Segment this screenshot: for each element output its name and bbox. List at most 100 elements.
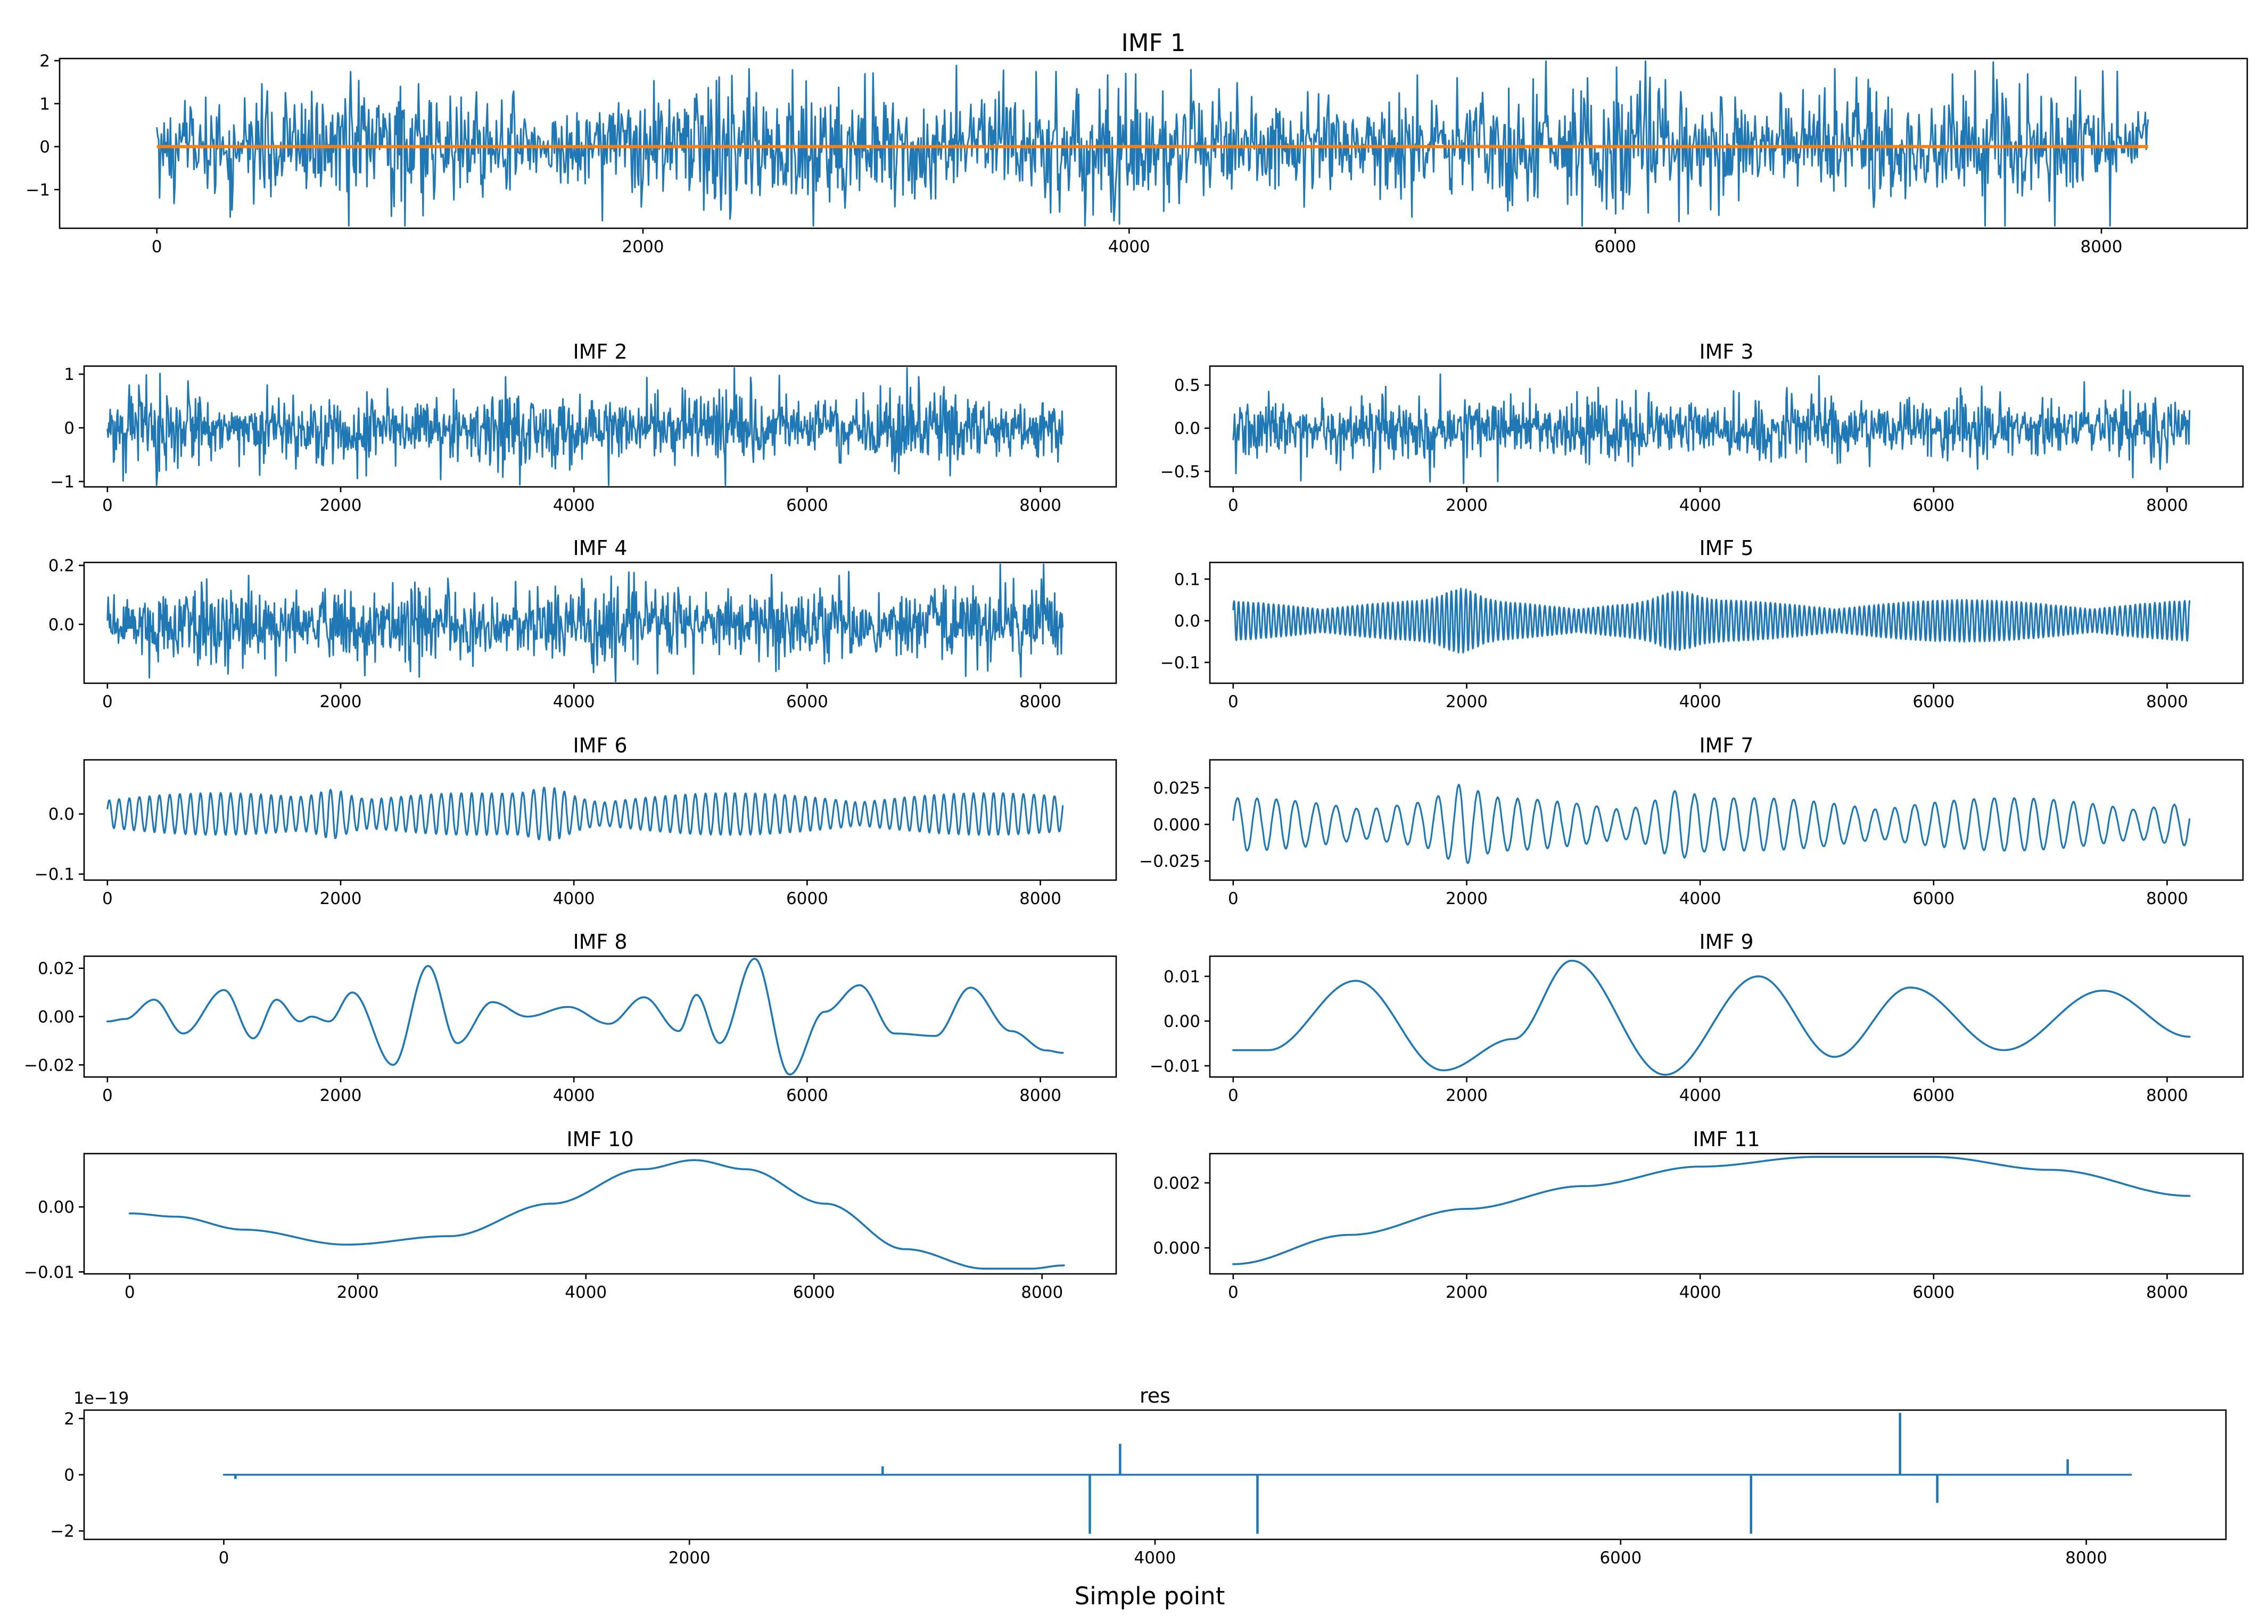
- imf7-xtick-label: 6000: [1912, 889, 1954, 908]
- imf7-xtick-label: 4000: [1679, 889, 1721, 908]
- imf3-ytick-label: −0.5: [1160, 462, 1200, 482]
- imf2-ytick-label: −1: [50, 473, 75, 492]
- panel-imf8: IMF 8 0 2000 4000 6000 8000 −0.02 0.00 0.02: [24, 930, 1117, 1105]
- imf7-ytick-label: 0.025: [1153, 778, 1200, 798]
- imf2-xtick-label: 6000: [786, 496, 828, 515]
- imf7-line: [1232, 784, 2191, 864]
- imf6-xtick-label: 8000: [1019, 889, 1061, 908]
- panel-imf6: IMF 6 0 2000 4000 6000 8000 −0.1 0.0: [35, 734, 1117, 908]
- panel-res: res 0 2000 4000 6000 8000 −2 0 2 1e−19: [50, 1384, 2227, 1568]
- imf10-xtick-label: 2000: [337, 1283, 379, 1302]
- imf3-ytick-label: 0.0: [1174, 419, 1200, 438]
- imf5-ytick-label: 0.0: [1174, 612, 1200, 631]
- imf11-series: [1232, 1156, 2191, 1265]
- res-series: [222, 1413, 2132, 1534]
- imf4-axes-frame: [83, 561, 1117, 684]
- imf2-xtick-label: 8000: [1019, 496, 1061, 515]
- imf9-ytick-label: 0.01: [1164, 967, 1200, 987]
- imf11-xtick-label: 8000: [2146, 1283, 2188, 1302]
- imf3-ytick-label: 0.5: [1174, 376, 1200, 395]
- imf1-axes-frame: [59, 57, 2248, 229]
- imf8-xtick-label: 2000: [320, 1086, 362, 1105]
- panel-imf3: IMF 3 0 2000 4000 6000 8000 −0.5 0.0 0.5: [1160, 340, 2244, 515]
- imf1-title: IMF 1: [1121, 29, 1186, 57]
- imf7-xtick-label: 0: [1228, 889, 1239, 908]
- imf8-title: IMF 8: [573, 930, 627, 954]
- imf4-ytick-label: 0.2: [48, 557, 75, 576]
- imf2-ytick-label: 0: [64, 419, 75, 438]
- imf1-xtick-label: 8000: [2081, 237, 2123, 256]
- panel-imf5: IMF 5 0 2000 4000 6000 8000 −0.1 0.0 0.1: [1160, 536, 2244, 711]
- imf4-xtick-label: 8000: [1019, 692, 1061, 711]
- imf5-series: [1232, 587, 2191, 653]
- imf3-xtick-label: 8000: [2146, 496, 2188, 515]
- imf5-xtick-label: 4000: [1679, 692, 1721, 711]
- imf11-title: IMF 11: [1693, 1128, 1760, 1151]
- imf10-ytick-label: 0.00: [38, 1198, 75, 1217]
- imf1-ytick-label: 2: [39, 52, 50, 71]
- imf9-xtick-label: 6000: [1912, 1086, 1954, 1105]
- imf10-axes-frame: [83, 1153, 1117, 1275]
- imf1-xtick-label: 6000: [1594, 237, 1636, 256]
- imf6-xtick-label: 0: [102, 889, 113, 908]
- imf6-xtick-label: 2000: [320, 889, 362, 908]
- imf8-ytick-label: 0.00: [38, 1008, 75, 1027]
- imf9-xtick-label: 4000: [1679, 1086, 1721, 1105]
- imf4-xtick-label: 6000: [786, 692, 828, 711]
- imf6-xtick-label: 6000: [786, 889, 828, 908]
- imf1-series: [156, 60, 2149, 227]
- imf10-title: IMF 10: [566, 1128, 633, 1151]
- res-ytick-label: 2: [64, 1410, 75, 1429]
- imf9-xtick-label: 0: [1228, 1086, 1239, 1105]
- imf3-series: [1232, 373, 2191, 484]
- imf11-xtick-label: 4000: [1679, 1283, 1721, 1302]
- panel-imf10: IMF 10 0 2000 4000 6000 8000 −0.01 0.00: [24, 1128, 1117, 1302]
- res-ytick-label: 0: [64, 1466, 75, 1485]
- panel-imf1: IMF 1 0 2000 4000 6000 8000 −1 0 1 2: [26, 29, 2248, 256]
- imf1-line: [156, 60, 2149, 227]
- imf8-xtick-label: 0: [102, 1086, 113, 1105]
- imf2-ytick-label: 1: [64, 365, 75, 384]
- imf5-ytick-label: −0.1: [1160, 653, 1200, 673]
- imf6-title: IMF 6: [573, 734, 627, 757]
- imf4-xtick-label: 0: [102, 692, 113, 711]
- imf5-axes-frame: [1209, 561, 2244, 684]
- imf10-xtick-label: 4000: [565, 1283, 607, 1302]
- imf11-xtick-label: 0: [1228, 1283, 1239, 1302]
- res-title: res: [1140, 1384, 1170, 1407]
- imf6-ytick-label: −0.1: [35, 865, 75, 884]
- imf11-ytick-label: 0.000: [1153, 1239, 1200, 1258]
- res-xtick-label: 4000: [1134, 1548, 1176, 1568]
- imf2-xtick-label: 2000: [320, 496, 362, 515]
- imf1-xtick-label: 0: [152, 237, 162, 256]
- imf5-ytick-label: 0.1: [1174, 570, 1200, 589]
- imf4-xtick-label: 4000: [553, 692, 595, 711]
- imf9-title: IMF 9: [1699, 930, 1753, 954]
- imf4-title: IMF 4: [573, 536, 627, 560]
- imf3-xtick-label: 4000: [1679, 496, 1721, 515]
- imf8-xtick-label: 6000: [786, 1086, 828, 1105]
- res-xtick-label: 2000: [669, 1548, 711, 1568]
- res-xtick-label: 6000: [1599, 1548, 1642, 1568]
- imf10-xtick-label: 0: [125, 1283, 135, 1302]
- imf8-ytick-label: 0.02: [38, 959, 75, 979]
- imf9-series: [1232, 959, 2191, 1076]
- imf8-ytick-label: −0.02: [24, 1056, 75, 1075]
- imf9-axes-frame: [1209, 955, 2244, 1078]
- imf9-line: [1232, 959, 2191, 1076]
- imf10-series: [128, 1159, 1065, 1270]
- x-axis-label: Simple point: [1075, 1582, 1225, 1610]
- imf1-ytick-label: −1: [26, 180, 50, 200]
- imf3-line: [1232, 373, 2191, 484]
- imf9-xtick-label: 2000: [1446, 1086, 1488, 1105]
- imf2-axes-frame: [83, 365, 1117, 488]
- imf7-axes-frame: [1209, 759, 2244, 881]
- imf11-axes-frame: [1209, 1153, 2244, 1275]
- imf7-ytick-label: 0.000: [1153, 815, 1200, 834]
- imf7-xtick-label: 8000: [2146, 889, 2188, 908]
- imf4-series: [106, 564, 1064, 683]
- imf6-axes-frame: [83, 759, 1117, 881]
- imf1-xtick-label: 2000: [622, 237, 664, 256]
- imf10-ytick-label: −0.01: [24, 1263, 75, 1282]
